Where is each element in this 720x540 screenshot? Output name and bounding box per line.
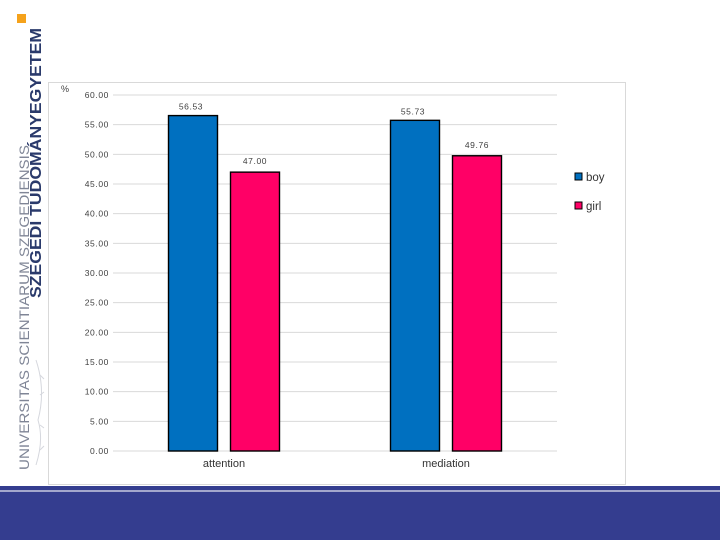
y-tick-label: 50.00 — [85, 149, 109, 159]
bar-girl-mediation — [451, 155, 503, 452]
y-axis-label: % — [61, 84, 69, 94]
legend-label-girl: girl — [586, 201, 601, 213]
data-label: 55.73 — [401, 106, 425, 116]
chart-frame: 0.00 5.00 10.00 15.00 20.00 25.00 30.00 35.00 40… — [48, 82, 626, 485]
y-tick-label: 0.00 — [90, 446, 109, 456]
y-tick-label: 55.00 — [85, 120, 109, 130]
university-branding: SZEGEDI TUDOMÁNYEGYETEM UNIVERSITAS SCIE… — [0, 0, 48, 480]
bar-chart: 0.00 5.00 10.00 15.00 20.00 25.00 30.00 35.00 40… — [61, 84, 605, 470]
y-tick-label: 35.00 — [85, 238, 109, 248]
y-tick-label: 25.00 — [85, 298, 109, 308]
footer-band — [0, 486, 720, 540]
brand-accent-square — [17, 14, 26, 23]
y-tick-label: 40.00 — [85, 209, 109, 219]
y-tick-label: 20.00 — [85, 327, 109, 337]
y-tick-label: 60.00 — [85, 90, 109, 100]
y-tick-label: 5.00 — [90, 416, 109, 426]
data-label: 49.76 — [465, 140, 489, 150]
y-tick-label: 30.00 — [85, 268, 109, 278]
x-tick-label: mediation — [422, 458, 470, 470]
data-label: 56.53 — [179, 102, 203, 112]
legend-label-boy: boy — [586, 172, 605, 184]
legend-swatch-boy — [574, 172, 583, 181]
x-tick-label: attention — [203, 458, 245, 470]
bar-boy-attention — [167, 114, 219, 452]
university-latin-name: UNIVERSITAS SCIENTIARUM SZEGEDIENSIS — [17, 145, 32, 470]
y-tick-label: 45.00 — [85, 179, 109, 189]
data-label: 47.00 — [243, 156, 267, 166]
legend-swatch-girl — [574, 201, 583, 210]
bar-boy-mediation — [389, 119, 441, 452]
y-tick-label: 15.00 — [85, 357, 109, 367]
bar-girl-attention — [229, 171, 281, 452]
footer-divider — [0, 490, 720, 492]
y-tick-label: 10.00 — [85, 387, 109, 397]
university-name: SZEGEDI TUDOMÁNYEGYETEM — [28, 28, 45, 298]
university-seal-icon — [35, 359, 45, 466]
